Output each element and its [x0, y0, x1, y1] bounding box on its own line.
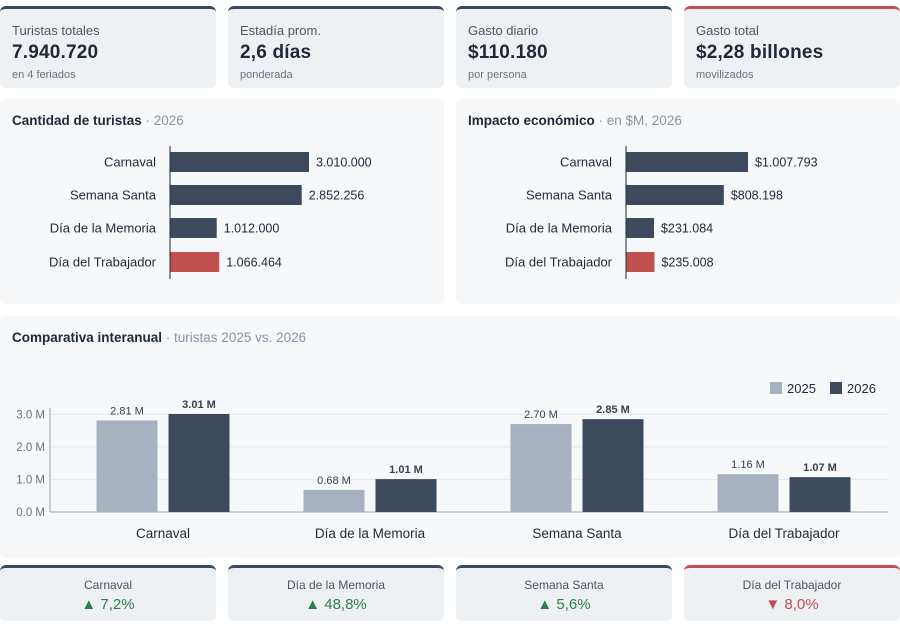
- panel-title: Cantidad de turistas · 2026: [12, 113, 184, 128]
- value-label: 2.852.256: [309, 189, 365, 203]
- legend-label: 2026: [847, 381, 876, 396]
- change-value: ▲ 5,6%: [537, 596, 591, 613]
- impact-panel: Impacto económico · en $M, 2026 Carnaval…: [456, 99, 900, 304]
- kpi-sub: movilizados: [696, 69, 754, 81]
- compare-bar-chart: 0.0 M 1.0 M 2.0 M 3.0 M 2.81 M 3.01 M Carnaval…: [16, 381, 888, 541]
- kpi-value: 7.940.720: [12, 42, 99, 63]
- category-label: Semana Santa: [532, 526, 622, 541]
- bar: [170, 185, 302, 205]
- tourists-title: Cantidad de turistas: [12, 113, 142, 128]
- change-value: ▲ 7,2%: [81, 596, 135, 613]
- kpi-sub: en 4 feriados: [12, 69, 76, 81]
- bar-2026: [789, 477, 851, 512]
- kpi-label: Gasto diario: [468, 23, 539, 38]
- category-label: Día de la Memoria: [315, 526, 426, 541]
- compare-title: Comparativa interanual: [12, 330, 163, 345]
- bar: [626, 152, 748, 172]
- change-name: Día del Trabajador: [742, 578, 842, 592]
- kpi-card-estadia: Estadía prom. 2,6 días ponderada: [228, 6, 444, 88]
- category-label: Día del Trabajador: [505, 255, 613, 270]
- bar-2025: [510, 424, 572, 512]
- category-label: Carnaval: [136, 526, 190, 541]
- y-tick-label: 3.0 M: [16, 409, 45, 421]
- kpi-value: $2,28 billones: [696, 42, 824, 63]
- bar-2025: [717, 474, 779, 512]
- bar: [170, 252, 220, 272]
- kpi-sub: por persona: [468, 69, 527, 81]
- compare-subtitle: · turistas 2025 vs. 2026: [162, 330, 307, 345]
- tourists-subtitle: · 2026: [141, 113, 184, 128]
- bar: [170, 218, 217, 238]
- kpi-label: Turistas totales: [12, 23, 100, 38]
- data-label: 0.68 M: [317, 475, 351, 487]
- change-name: Semana Santa: [524, 578, 604, 592]
- kpi-value: $110.180: [468, 42, 548, 63]
- arrow-up-icon: ▲: [81, 596, 97, 613]
- arrow-up-icon: ▲: [305, 596, 321, 613]
- kpi-sub: ponderada: [240, 69, 293, 81]
- kpi-label: Gasto total: [696, 23, 759, 38]
- y-tick-label: 2.0 M: [16, 442, 45, 454]
- y-tick-label: 1.0 M: [16, 474, 45, 486]
- value-label: 1.012.000: [224, 222, 280, 236]
- category-label: Día de la Memoria: [50, 221, 157, 236]
- bar-2026: [375, 479, 437, 512]
- kpi-value: 2,6 días: [240, 42, 312, 63]
- change-value: ▼ 8,0%: [765, 596, 819, 613]
- category-label: Carnaval: [560, 155, 612, 170]
- bar: [170, 152, 309, 172]
- impact-bar-chart: Carnaval $1.007.793 Semana Santa $808.198 Dí…: [505, 146, 818, 279]
- bar: [626, 185, 724, 205]
- value-label: $808.198: [731, 189, 783, 203]
- change-card-semana-santa: Semana Santa ▲ 5,6%: [456, 565, 672, 621]
- value-label: $235.008: [661, 256, 713, 270]
- value-label: $231.084: [661, 222, 713, 236]
- change-name: Día de la Memoria: [286, 578, 386, 592]
- value-label: 1.066.464: [226, 256, 282, 270]
- data-label: 1.16 M: [731, 459, 765, 471]
- change-card-memoria: Día de la Memoria ▲ 48,8%: [228, 565, 444, 621]
- legend-label: 2025: [787, 381, 816, 396]
- panel-title: Impacto económico · en $M, 2026: [468, 113, 682, 128]
- value-label: $1.007.793: [755, 156, 818, 170]
- category-label: Día del Trabajador: [49, 255, 157, 270]
- value-label: 3.010.000: [316, 156, 372, 170]
- kpi-card-gasto-diario: Gasto diario $110.180 por persona: [456, 6, 672, 88]
- bar-2025: [96, 420, 158, 512]
- change-card-trabajador: Día del Trabajador ▼ 8,0%: [684, 565, 900, 621]
- data-label: 3.01 M: [182, 399, 216, 411]
- data-label: 2.85 M: [596, 404, 630, 416]
- tourists-bar-chart: Carnaval 3.010.000 Semana Santa 2.852.256 Dí…: [49, 146, 372, 279]
- bar-2026: [168, 413, 230, 512]
- tourists-panel: Cantidad de turistas · 2026 Carnaval 3.01…: [0, 99, 444, 304]
- bar: [626, 218, 654, 238]
- data-label: 2.70 M: [524, 409, 558, 421]
- change-name: Carnaval: [83, 578, 133, 592]
- legend-swatch: [830, 382, 842, 394]
- data-label: 2.81 M: [110, 405, 144, 417]
- data-label: 1.01 M: [389, 464, 423, 476]
- y-tick-label: 0.0 M: [16, 507, 45, 519]
- category-label: Carnaval: [104, 155, 156, 170]
- category-label: Semana Santa: [70, 188, 157, 203]
- arrow-down-icon: ▼: [765, 596, 781, 613]
- category-label: Día de la Memoria: [506, 221, 613, 236]
- data-label: 1.07 M: [803, 462, 837, 474]
- kpi-card-turistas: Turistas totales 7.940.720 en 4 feriados: [0, 6, 216, 88]
- bar-2025: [303, 489, 365, 512]
- arrow-up-icon: ▲: [537, 596, 553, 613]
- category-label: Semana Santa: [526, 188, 613, 203]
- panel-title: Comparativa interanual · turistas 2025 v…: [12, 330, 306, 345]
- impact-title: Impacto económico: [468, 113, 595, 128]
- change-value: ▲ 48,8%: [305, 596, 367, 613]
- category-label: Día del Trabajador: [728, 526, 840, 541]
- bar-2026: [582, 419, 644, 512]
- kpi-card-gasto-total: Gasto total $2,28 billones movilizados: [684, 6, 900, 88]
- compare-panel: Comparativa interanual · turistas 2025 v…: [0, 316, 900, 558]
- impact-subtitle: · en $M, 2026: [594, 113, 682, 128]
- change-card-carnaval: Carnaval ▲ 7,2%: [0, 565, 216, 621]
- kpi-label: Estadía prom.: [240, 23, 321, 38]
- legend-swatch: [770, 382, 782, 394]
- bar: [626, 252, 655, 272]
